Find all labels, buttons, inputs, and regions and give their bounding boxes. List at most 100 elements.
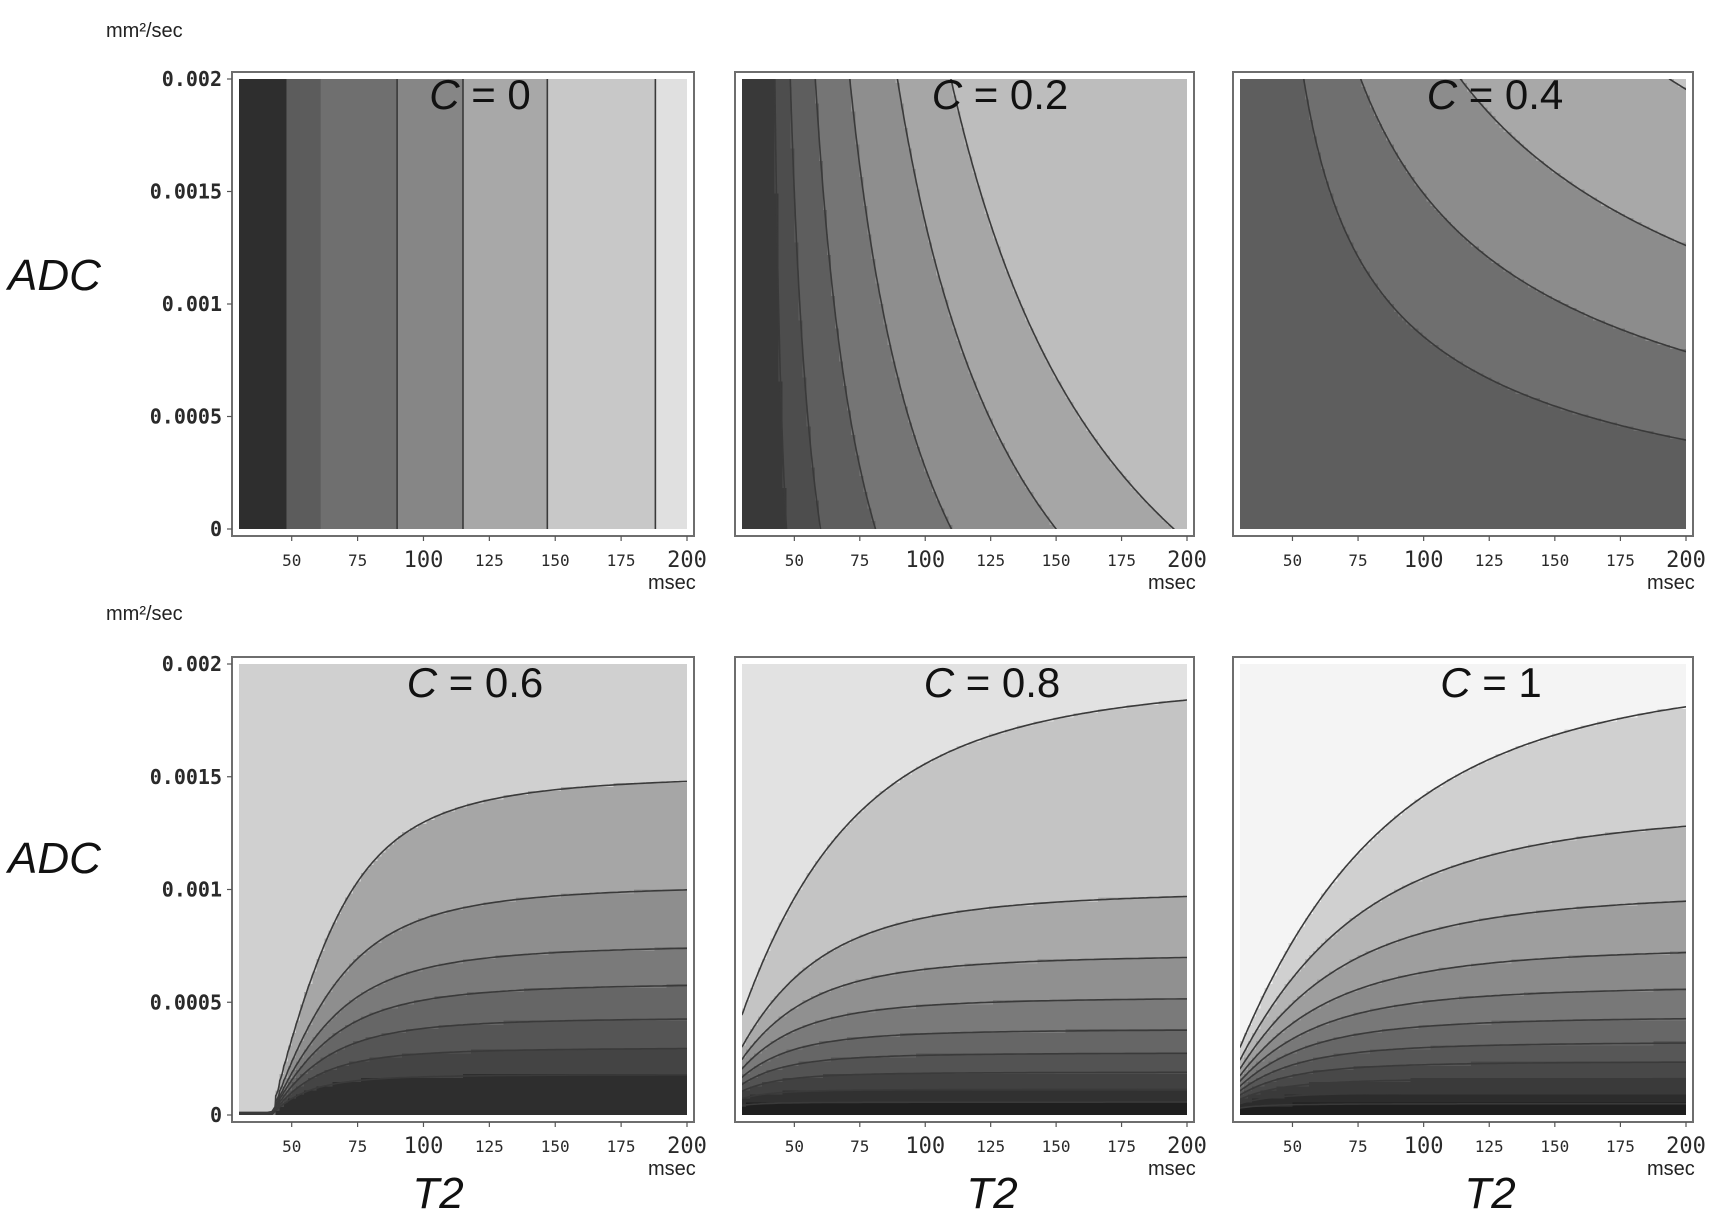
- x-tick-label: 75: [850, 1137, 869, 1156]
- contour-lines: [1240, 706, 1686, 1109]
- contour-line: [774, 79, 788, 529]
- contour-line: [1240, 1042, 1686, 1092]
- x-tick-label: 100: [1404, 1134, 1444, 1159]
- x-tick-label: 125: [475, 1137, 504, 1156]
- y-axis-title-row1: ADC: [5, 251, 102, 300]
- x-tick-label: 175: [1107, 551, 1136, 570]
- x-tick-label: 150: [1042, 1137, 1071, 1156]
- x-unit-label: msec: [1148, 572, 1196, 594]
- x-axis-title-col1: T2: [412, 1169, 463, 1216]
- x-tick-label: 50: [1283, 1137, 1302, 1156]
- plot-area: [1240, 664, 1686, 1115]
- x-tick-label: 200: [1167, 548, 1207, 573]
- plot-area: [742, 79, 1187, 529]
- contour-line: [1240, 825, 1686, 1061]
- contour-line: [814, 79, 877, 529]
- contour-band: [397, 79, 464, 529]
- contour-lines: [239, 780, 687, 1115]
- y-tick-label: 0.001: [162, 878, 222, 902]
- contour-line: [742, 1029, 1187, 1079]
- contour-band: [655, 79, 687, 529]
- plot-area: [239, 79, 687, 529]
- contour-line: [950, 79, 1175, 529]
- contour-line: [1240, 1103, 1686, 1109]
- contour-band: [320, 79, 398, 529]
- y-tick-label: 0.0015: [150, 180, 222, 204]
- x-tick-label: 50: [785, 551, 804, 570]
- contour-line: [239, 984, 687, 1115]
- x-tick-label: 200: [667, 1134, 707, 1159]
- x-tick-label: 100: [905, 548, 945, 573]
- x-tick-label: 50: [1283, 551, 1302, 570]
- contour-line: [742, 1052, 1187, 1086]
- x-tick-label: 75: [348, 551, 367, 570]
- contour-lines: [1302, 79, 1686, 441]
- contour-band: [286, 79, 322, 529]
- x-unit-label: msec: [1148, 1158, 1196, 1180]
- x-tick-label: 150: [1042, 551, 1071, 570]
- contour-fill: [742, 79, 1187, 529]
- contour-line: [1302, 79, 1686, 441]
- contour-band: [547, 79, 656, 529]
- x-tick-label: 100: [404, 548, 444, 573]
- contour-lines: [774, 79, 1175, 529]
- contour-line: [1240, 1061, 1686, 1096]
- x-tick-label: 100: [404, 1134, 444, 1159]
- contour-line: [239, 889, 687, 1115]
- panel-title: C = 0.6: [407, 659, 544, 706]
- contour-line: [1240, 1077, 1686, 1100]
- x-tick-label: 200: [1666, 1134, 1706, 1159]
- x-tick-label: 125: [475, 551, 504, 570]
- contour-line: [742, 1101, 1187, 1107]
- plot-area: [1240, 79, 1686, 529]
- x-tick-label: 200: [1666, 548, 1706, 573]
- contour-line: [1240, 988, 1686, 1082]
- contour-fill: [742, 664, 1187, 1115]
- contour-line: [742, 1071, 1187, 1092]
- contour-line: [742, 699, 1187, 1016]
- x-tick-label: 75: [1348, 551, 1367, 570]
- y-tick-label: 0.002: [162, 67, 222, 91]
- x-tick-label: 125: [1475, 551, 1504, 570]
- contour-line: [742, 1088, 1187, 1100]
- y-tick-label: 0.0015: [150, 765, 222, 789]
- contour-fill: [1240, 79, 1686, 529]
- x-tick-label: 75: [850, 551, 869, 570]
- contour-line: [1459, 79, 1686, 247]
- y-axis-title-row2: ADC: [5, 834, 102, 883]
- contour-line: [742, 998, 1187, 1070]
- plot-area: [742, 664, 1187, 1115]
- x-axis-title-col3: T2: [1464, 1169, 1515, 1216]
- x-tick-label: 150: [1540, 1137, 1569, 1156]
- x-tick-label: 100: [1404, 548, 1444, 573]
- y-tick-label: 0: [210, 1103, 222, 1127]
- x-tick-label: 200: [1167, 1134, 1207, 1159]
- contour-line: [239, 1047, 687, 1115]
- x-tick-label: 75: [1348, 1137, 1367, 1156]
- y-tick-label: 0.0005: [150, 405, 222, 429]
- x-unit-label: msec: [648, 1158, 696, 1180]
- panel-title: C = 0.4: [1427, 71, 1564, 118]
- x-unit-label: msec: [1647, 1158, 1695, 1180]
- x-tick-label: 150: [541, 551, 570, 570]
- contour-line: [1668, 79, 1686, 91]
- x-tick-label: 50: [282, 1137, 301, 1156]
- x-tick-label: 50: [282, 551, 301, 570]
- x-tick-label: 175: [607, 551, 636, 570]
- x-tick-label: 200: [667, 548, 707, 573]
- y-tick-label: 0: [210, 517, 222, 541]
- x-tick-label: 175: [1107, 1137, 1136, 1156]
- contour-line: [1240, 1091, 1686, 1105]
- contour-line: [1240, 900, 1686, 1070]
- contour-line: [849, 79, 953, 529]
- contour-line: [896, 79, 1057, 529]
- panel-title: C = 0: [429, 71, 531, 118]
- x-tick-label: 150: [541, 1137, 570, 1156]
- contour-line: [1240, 706, 1686, 1048]
- contour-line: [742, 895, 1187, 1048]
